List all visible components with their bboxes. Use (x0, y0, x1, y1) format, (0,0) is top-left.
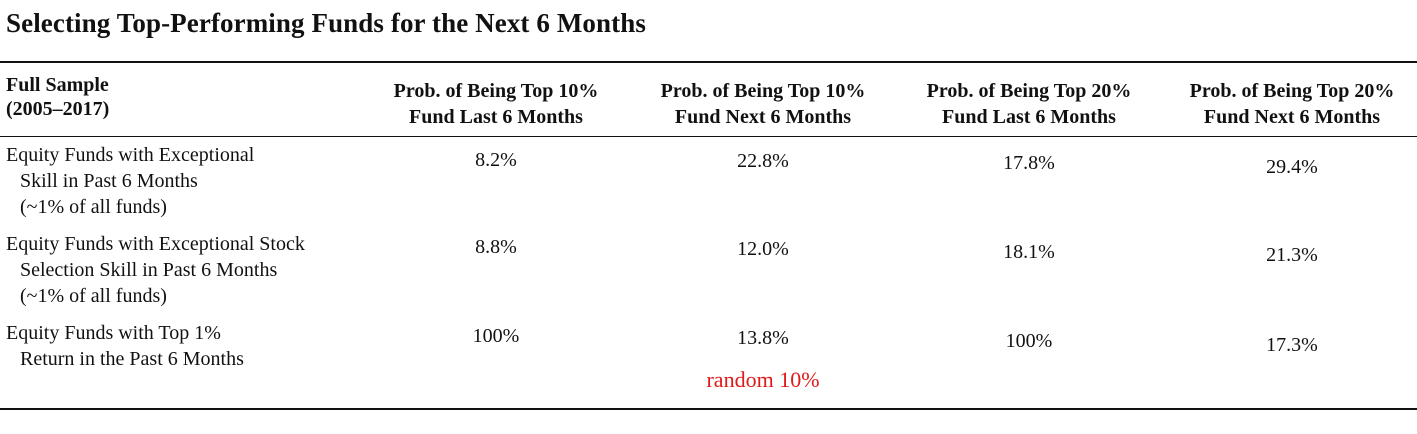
header-full-sample-line2: (2005–2017) (6, 98, 110, 120)
cell-r3-c1: 100% (472, 325, 520, 347)
header-rule (0, 136, 1417, 137)
row-label-exceptional-skill: Equity Funds with Exceptional Skill in P… (6, 142, 254, 220)
cell-r1-c4: 29.4% (1266, 156, 1318, 178)
page-title: Selecting Top-Performing Funds for the N… (6, 8, 646, 38)
cell-r1-c3: 17.8% (1003, 152, 1055, 174)
row-label-line: Equity Funds with Top 1% (6, 322, 221, 344)
header-full-sample-line1: Full Sample (6, 74, 109, 96)
row-label-top-return: Equity Funds with Top 1% Return in the P… (6, 320, 244, 372)
header-col-top20-next: Prob. of Being Top 20% Fund Next 6 Month… (1162, 78, 1417, 130)
bottom-rule (0, 408, 1417, 410)
row-label-stock-selection-skill: Equity Funds with Exceptional Stock Sele… (6, 231, 305, 309)
header-col-top10-last-line1: Prob. of Being Top 10% (393, 80, 599, 102)
row-label-line: (~1% of all funds) (20, 196, 167, 218)
header-full-sample: Full Sample (2005–2017) (6, 73, 109, 121)
cell-r2-c1: 8.8% (475, 236, 517, 258)
cell-r3-c4: 17.3% (1266, 334, 1318, 356)
cell-r2-c2: 12.0% (737, 238, 789, 260)
row-label-line: Equity Funds with Exceptional (6, 144, 255, 166)
header-col-top10-next: Prob. of Being Top 10% Fund Next 6 Month… (633, 78, 893, 130)
row-label-line: Equity Funds with Exceptional Stock (6, 233, 305, 255)
top-rule (0, 61, 1417, 63)
header-col-top20-last: Prob. of Being Top 20% Fund Last 6 Month… (899, 78, 1159, 130)
cell-r1-c2: 22.8% (737, 150, 789, 172)
row-label-line: Skill in Past 6 Months (20, 170, 198, 192)
cell-r2-c4: 21.3% (1266, 244, 1318, 266)
cell-r1-c1: 8.2% (475, 149, 517, 171)
header-col-top10-last-line2: Fund Last 6 Months (409, 106, 583, 128)
header-col-top20-next-line2: Fund Next 6 Months (1203, 106, 1381, 128)
annotation-random-10: random 10% (706, 367, 820, 392)
header-col-top20-next-line1: Prob. of Being Top 20% (1189, 80, 1395, 102)
cell-r2-c3: 18.1% (1003, 241, 1055, 263)
cell-r3-c2: 13.8% (737, 327, 789, 349)
header-col-top10-next-line2: Fund Next 6 Months (674, 106, 852, 128)
row-label-line: (~1% of all funds) (20, 285, 167, 307)
header-col-top20-last-line2: Fund Last 6 Months (942, 106, 1116, 128)
header-col-top10-next-line1: Prob. of Being Top 10% (660, 80, 866, 102)
row-label-line: Return in the Past 6 Months (20, 348, 244, 370)
header-col-top10-last: Prob. of Being Top 10% Fund Last 6 Month… (366, 78, 626, 130)
header-col-top20-last-line1: Prob. of Being Top 20% (926, 80, 1132, 102)
cell-r3-c3: 100% (1005, 330, 1053, 352)
row-label-line: Selection Skill in Past 6 Months (20, 259, 278, 281)
